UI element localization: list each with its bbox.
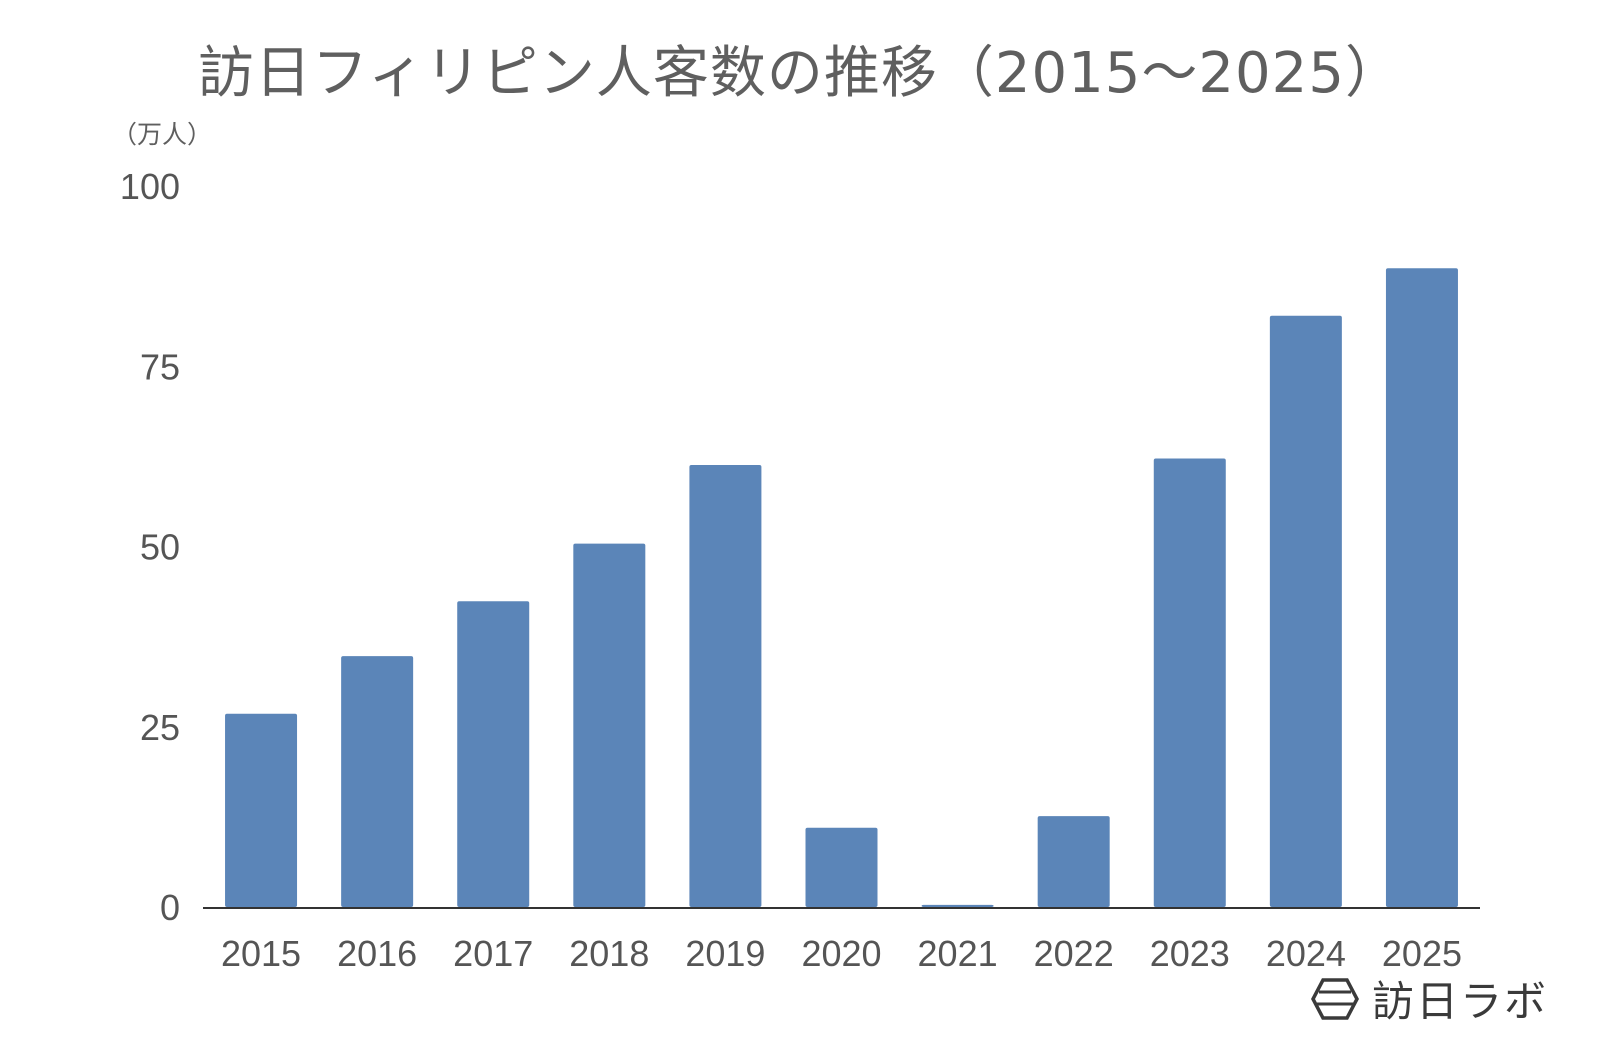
y-tick-label: 0 xyxy=(160,887,180,928)
bar-2019 xyxy=(689,465,762,907)
bar-2025 xyxy=(1385,268,1458,908)
y-tick-label: 25 xyxy=(140,707,180,748)
y-tick-label: 100 xyxy=(120,166,180,207)
y-axis-unit-label: （万人） xyxy=(112,120,213,149)
x-tick-label: 2024 xyxy=(1266,933,1346,974)
x-tick-label: 2018 xyxy=(569,933,649,974)
y-axis: 0 25 50 75 100 xyxy=(120,166,180,928)
bar-2021 xyxy=(921,904,994,907)
y-tick-label: 75 xyxy=(140,346,180,387)
chart-title: 訪日フィリピン人客数の推移（2015〜2025） xyxy=(198,41,1402,106)
x-tick-label: 2020 xyxy=(801,933,881,974)
x-axis: 2015 2016 2017 2018 2019 2020 2021 2022 2023 2024… xyxy=(221,933,1462,974)
x-tick-label: 2015 xyxy=(221,933,301,974)
bar-2023 xyxy=(1153,458,1226,907)
x-tick-label: 2023 xyxy=(1150,933,1230,974)
bar-2015 xyxy=(225,713,298,907)
x-tick-label: 2019 xyxy=(685,933,765,974)
bar-2018 xyxy=(573,543,646,907)
x-tick-label: 2025 xyxy=(1382,933,1462,974)
bar-2022 xyxy=(1037,816,1110,907)
bar-2024 xyxy=(1269,315,1342,907)
x-tick-label: 2016 xyxy=(337,933,417,974)
x-tick-label: 2022 xyxy=(1034,933,1114,974)
bar-2020 xyxy=(805,827,878,907)
x-tick-label: 2021 xyxy=(918,933,998,974)
brand-logo: 訪日ラボ xyxy=(1310,968,1548,1029)
bar-series xyxy=(225,268,1458,908)
bar-2016 xyxy=(341,656,414,907)
hexagon-logo-icon xyxy=(1311,977,1359,1020)
brand-logo-text: 訪日ラボ xyxy=(1371,977,1548,1026)
bar-2017 xyxy=(457,601,530,907)
y-tick-label: 50 xyxy=(140,527,180,568)
x-tick-label: 2017 xyxy=(453,933,533,974)
